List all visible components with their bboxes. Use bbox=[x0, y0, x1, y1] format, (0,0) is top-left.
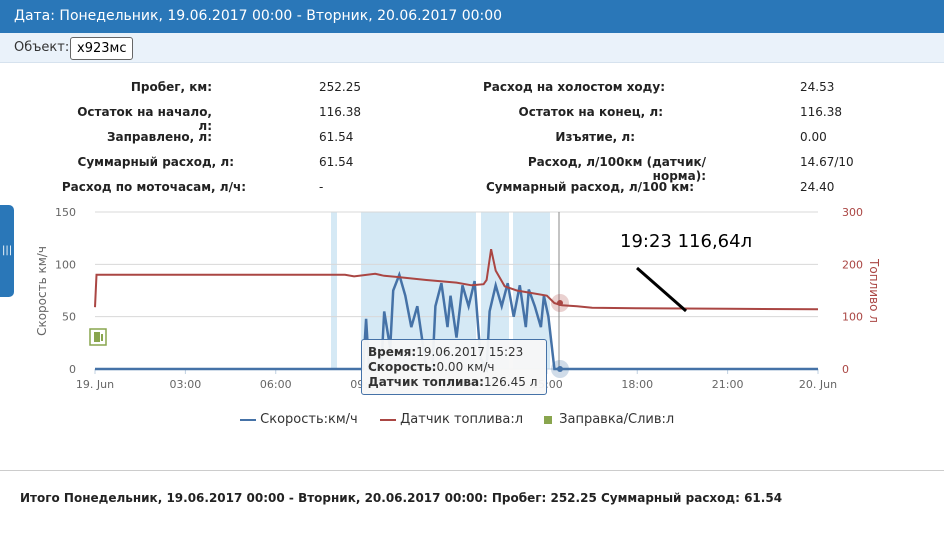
x-tick-label: 19. Jun bbox=[76, 378, 114, 391]
y-left-tick-label: 100 bbox=[55, 258, 76, 271]
stat-value-start-fuel: 116.38 bbox=[319, 105, 361, 119]
y-axis-right-title: Топливо л bbox=[867, 258, 881, 323]
tooltip-speed-label: Скорость: bbox=[368, 360, 437, 374]
tooltip-time-label: Время: bbox=[368, 345, 417, 359]
y-right-tick-label: 0 bbox=[842, 363, 849, 376]
stat-value-idle: 24.53 bbox=[800, 80, 835, 94]
y-right-tick-label: 300 bbox=[842, 206, 863, 219]
y-left-tick-label: 150 bbox=[55, 206, 76, 219]
tooltip-fuel-value: 126.45 л bbox=[483, 375, 538, 389]
legend-fuel-icon bbox=[380, 418, 396, 421]
object-label: Объект: bbox=[14, 40, 70, 55]
stat-label-mileage: Пробег, км: bbox=[130, 80, 212, 94]
chart-tooltip: Время:19.06.2017 15:23 Скорость:0.00 км/… bbox=[361, 339, 547, 395]
stat-value-engine-hours: - bbox=[319, 180, 324, 194]
stat-value-mileage: 252.25 bbox=[319, 80, 361, 94]
stat-value-withdrawal: 0.00 bbox=[800, 130, 827, 144]
stat-label-withdrawal: Изъятие, л: bbox=[555, 130, 635, 144]
legend-speed-label: Скорость:км/ч bbox=[260, 412, 358, 427]
refuel-marker-icon[interactable] bbox=[89, 328, 107, 346]
y-right-tick-label: 100 bbox=[842, 311, 863, 324]
side-panel-icon: ||| bbox=[2, 245, 13, 256]
x-tick-label: 18:00 bbox=[621, 378, 653, 391]
stat-label-per-100km: Расход, л/100км (датчик/норма): bbox=[527, 155, 706, 183]
report-title: Дата: Понедельник, 19.06.2017 00:00 - Вт… bbox=[0, 0, 944, 33]
annotation-arrow bbox=[636, 266, 687, 313]
y-left-tick-label: 0 bbox=[69, 363, 76, 376]
x-tick-label: 03:00 bbox=[170, 378, 202, 391]
tooltip-speed-value: 0.00 км/ч bbox=[436, 360, 495, 374]
stat-label-total-per-100km: Суммарный расход, л/100 км: bbox=[485, 180, 694, 194]
series-fuel-line bbox=[94, 248, 819, 311]
legend-item-refuel[interactable]: Заправка/Слив:л bbox=[543, 412, 674, 427]
footer-summary: Итого Понедельник, 19.06.2017 00:00 - Вт… bbox=[20, 491, 783, 505]
y-axis-left-title: Скорость км/ч bbox=[35, 246, 49, 336]
y-left-tick-label: 50 bbox=[62, 311, 76, 324]
x-tick-label: 20. Jun bbox=[799, 378, 837, 391]
y-axis-right: 0 100 200 300 bbox=[842, 206, 863, 376]
tooltip-time-value: 19.06.2017 15:23 bbox=[416, 345, 524, 359]
speed-point-marker bbox=[551, 360, 569, 378]
series-speed-line bbox=[95, 270, 818, 374]
side-panel-toggle[interactable]: ||| bbox=[0, 205, 14, 297]
legend-speed-icon bbox=[240, 418, 256, 421]
x-tick-label: 21:00 bbox=[712, 378, 744, 391]
fuel-point-marker bbox=[551, 294, 569, 312]
legend-refuel-label: Заправка/Слив:л bbox=[559, 412, 675, 427]
stat-label-end-fuel: Остаток на конец, л: bbox=[518, 105, 664, 119]
stat-label-start-fuel: Остаток на начало, л: bbox=[77, 105, 212, 133]
chart-annotation: 19:23 116,64л bbox=[620, 231, 753, 252]
stat-value-total-per-100km: 24.40 bbox=[800, 180, 835, 194]
tooltip-fuel-label: Датчик топлива: bbox=[368, 375, 484, 389]
stat-value-refueled: 61.54 bbox=[319, 130, 354, 144]
stat-value-total-consumption: 61.54 bbox=[319, 155, 354, 169]
stat-value-end-fuel: 116.38 bbox=[800, 105, 842, 119]
legend-item-speed[interactable]: Скорость:км/ч bbox=[240, 412, 358, 427]
y-axis-left: 0 50 100 150 bbox=[55, 206, 76, 376]
stat-label-total-consumption: Суммарный расход, л: bbox=[77, 155, 234, 169]
stat-label-engine-hours: Расход по моточасам, л/ч: bbox=[61, 180, 246, 194]
y-right-tick-label: 200 bbox=[842, 258, 863, 271]
footer-summary-bar: Итого Понедельник, 19.06.2017 00:00 - Вт… bbox=[0, 470, 944, 537]
legend-refuel-icon bbox=[544, 415, 552, 424]
legend-fuel-label: Датчик топлива:л bbox=[400, 412, 524, 427]
legend-item-fuel[interactable]: Датчик топлива:л bbox=[380, 412, 523, 427]
object-value-field[interactable]: х923мс bbox=[70, 37, 134, 60]
object-bar: Объект: х923мс bbox=[0, 33, 944, 63]
x-tick-label: 06:00 bbox=[260, 378, 292, 391]
stat-label-refueled: Заправлено, л: bbox=[107, 130, 212, 144]
stat-label-idle: Расход на холостом ходу: bbox=[482, 80, 665, 94]
stat-value-per-100km: 14.67/10 bbox=[800, 155, 854, 169]
